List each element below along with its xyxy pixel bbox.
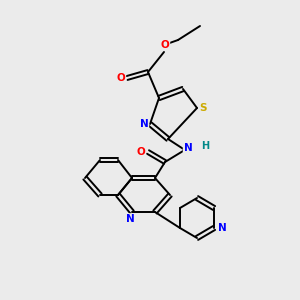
Text: S: S [199,103,207,113]
Text: N: N [140,119,148,129]
Text: O: O [160,40,169,50]
Text: O: O [117,73,125,83]
Text: N: N [184,143,192,153]
Text: N: N [126,214,134,224]
Text: O: O [136,147,146,157]
Text: H: H [201,141,209,151]
Text: N: N [218,223,226,233]
